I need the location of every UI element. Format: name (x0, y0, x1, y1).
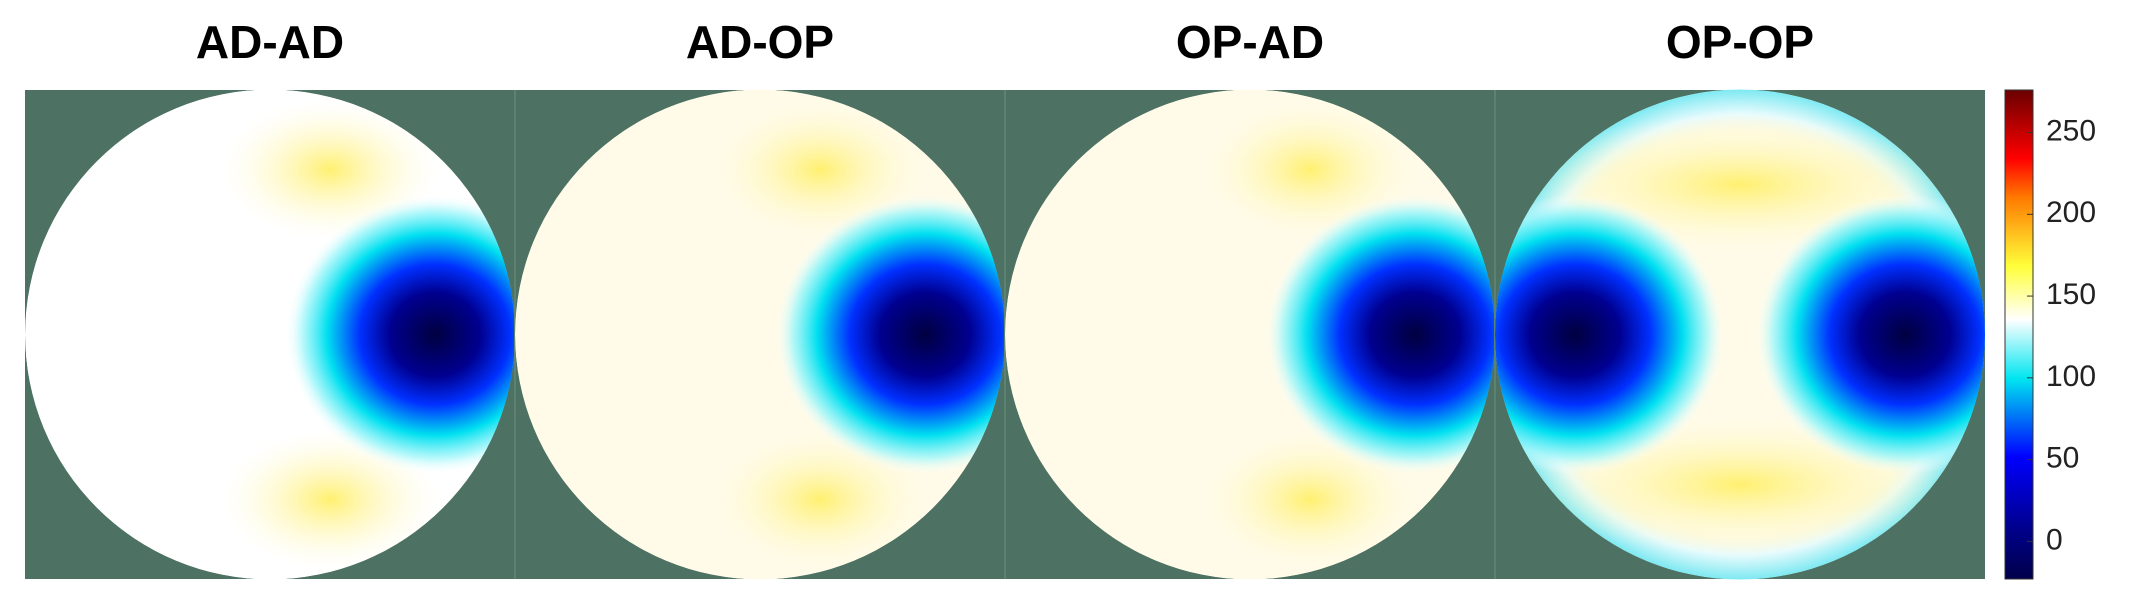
field (1495, 89, 1985, 580)
colorbar-tick-label: 150 (2046, 278, 2096, 311)
colorbar-tick-label: 50 (2046, 442, 2079, 475)
colorbar (2004, 89, 2034, 580)
colorbar-tick-label: 250 (2046, 114, 2096, 147)
colorbar-tick-label: 100 (2046, 360, 2096, 393)
colorbar-tick-label: 200 (2046, 196, 2096, 229)
panel-title: OP-AD (1176, 16, 1324, 68)
panels (25, 89, 1985, 580)
colorbar-tick-label: 0 (2046, 523, 2063, 556)
panel-title: AD-OP (686, 16, 834, 68)
panel-title: OP-OP (1666, 16, 1814, 68)
panel-title: AD-AD (196, 16, 344, 68)
